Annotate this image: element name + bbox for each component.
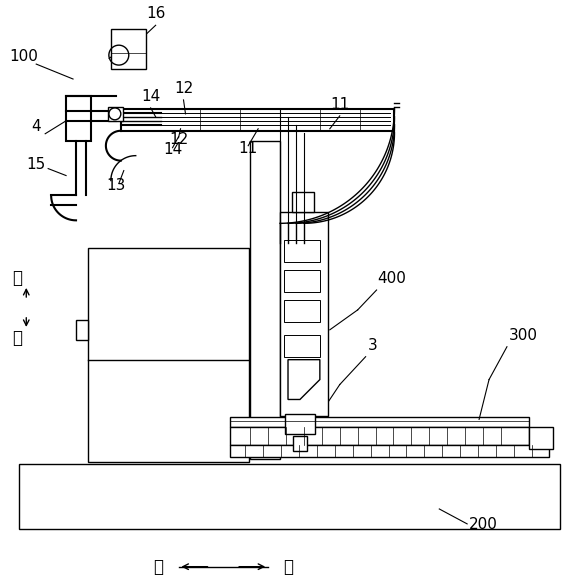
- Text: 400: 400: [378, 271, 406, 286]
- Text: 4: 4: [31, 119, 41, 134]
- Bar: [284, 240, 320, 262]
- Bar: [280, 212, 328, 416]
- Bar: [230, 445, 549, 457]
- Bar: [250, 141, 280, 459]
- Polygon shape: [288, 360, 320, 399]
- Bar: [284, 335, 320, 357]
- Text: 16: 16: [146, 6, 166, 22]
- Bar: [19, 464, 560, 529]
- Text: 100: 100: [9, 49, 38, 64]
- Bar: [111, 29, 146, 69]
- Bar: [230, 417, 529, 427]
- Bar: [529, 427, 553, 449]
- Text: 12: 12: [174, 81, 193, 96]
- Text: 15: 15: [27, 157, 46, 171]
- Text: 14: 14: [141, 89, 160, 104]
- Text: 上: 上: [12, 269, 23, 287]
- Text: 11: 11: [330, 97, 349, 112]
- Bar: [292, 192, 314, 212]
- Text: 下: 下: [12, 329, 23, 347]
- Text: 后: 后: [153, 558, 164, 575]
- Bar: [66, 96, 91, 141]
- Bar: [285, 415, 315, 434]
- Bar: [108, 107, 123, 121]
- Text: 12: 12: [169, 132, 188, 147]
- Text: 3: 3: [368, 338, 378, 353]
- Bar: [230, 427, 529, 445]
- Bar: [293, 436, 307, 451]
- Text: 前: 前: [283, 558, 293, 575]
- Bar: [88, 248, 249, 462]
- Text: 300: 300: [509, 328, 538, 343]
- Text: 11: 11: [239, 141, 258, 156]
- Text: 13: 13: [106, 178, 126, 194]
- Bar: [284, 270, 320, 292]
- Bar: [76, 320, 88, 340]
- Text: 14: 14: [163, 142, 182, 157]
- Text: 200: 200: [469, 517, 498, 532]
- Bar: [284, 300, 320, 322]
